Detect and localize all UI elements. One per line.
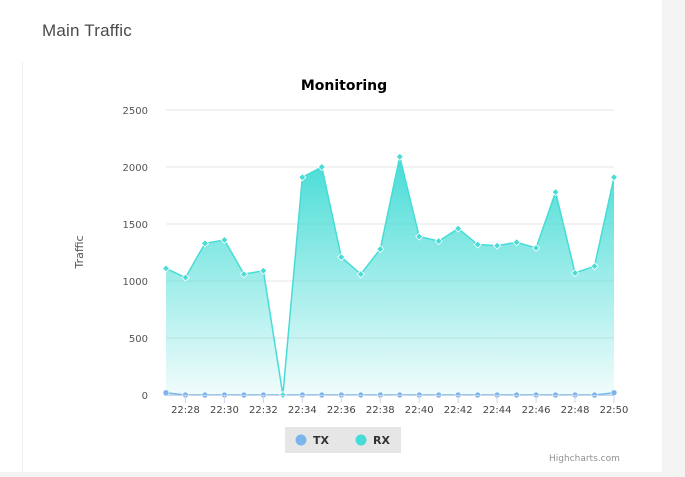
x-tick-label: 22:50: [600, 405, 629, 416]
y-axis-label: Traffic: [73, 235, 86, 269]
series-line-rx[interactable]: [165, 156, 615, 396]
data-point-rx[interactable]: [532, 243, 541, 253]
data-point-rx[interactable]: [161, 264, 171, 273]
data-point-rx[interactable]: [356, 270, 365, 279]
y-tick-label: 0: [142, 391, 148, 402]
legend-symbol: [295, 434, 307, 446]
data-point-tx[interactable]: [610, 389, 618, 397]
data-point-rx[interactable]: [570, 268, 580, 278]
data-point-rx[interactable]: [259, 266, 268, 275]
x-tick-label: 22:32: [249, 405, 278, 416]
series-area-rx[interactable]: [166, 156, 614, 395]
monitoring-chart: Monitoring Traffic 05001000150020002500 …: [73, 78, 628, 453]
x-tick-label: 22:42: [444, 405, 473, 416]
data-point-rx[interactable]: [590, 262, 599, 271]
data-point-rx[interactable]: [298, 173, 307, 182]
x-tick-label: 22:30: [210, 405, 239, 416]
x-tick-label: 22:46: [522, 405, 551, 416]
legend: TX RX: [285, 427, 401, 453]
credits-link[interactable]: Highcharts.com: [549, 454, 620, 464]
data-point-rx[interactable]: [239, 270, 248, 279]
data-point-rx[interactable]: [376, 245, 385, 254]
x-tick-label: 22:40: [405, 405, 434, 416]
data-point-rx[interactable]: [200, 239, 210, 248]
legend-label: RX: [373, 434, 390, 447]
data-point-rx[interactable]: [434, 237, 443, 246]
data-point-rx[interactable]: [512, 238, 521, 247]
data-point-rx[interactable]: [551, 188, 560, 197]
x-tick-label: 22:28: [171, 405, 200, 416]
data-point-rx[interactable]: [609, 173, 619, 182]
data-point-rx[interactable]: [493, 241, 502, 250]
data-point-rx[interactable]: [337, 252, 346, 262]
legend-item-rx[interactable]: RX: [355, 434, 391, 447]
data-point-rx[interactable]: [220, 235, 229, 245]
data-point-rx[interactable]: [473, 240, 482, 249]
legend-symbol: [355, 434, 367, 446]
x-tick-label: 22:34: [288, 405, 317, 416]
y-tick-label: 1500: [123, 220, 148, 231]
y-tick-label: 500: [129, 334, 148, 345]
traffic-panel: Main Traffic Monitoring Traffic 0 500 1000…: [0, 0, 662, 472]
y-axis-ticks: 0 500 1000 1500 2000 2500: [123, 106, 148, 402]
x-tick-label: 22:48: [561, 405, 590, 416]
x-tick-label: 22:36: [327, 405, 356, 416]
x-tick-label: 22:38: [366, 405, 395, 416]
data-point-rx[interactable]: [181, 273, 190, 282]
data-point-tx[interactable]: [162, 389, 170, 397]
x-axis: 22:28 22:30 22:32 22:34 22:36 22:38 22:40 22:42…: [164, 395, 628, 416]
legend-item-tx[interactable]: TX: [295, 434, 330, 447]
chart-title: Monitoring: [301, 78, 387, 94]
data-point-rx[interactable]: [395, 152, 404, 161]
chart-container: Monitoring Traffic 0 500 1000 1500 2000 2500 …: [22, 62, 643, 472]
data-point-rx[interactable]: [317, 162, 326, 172]
series-markers: [161, 152, 619, 400]
data-point-rx[interactable]: [415, 232, 424, 241]
legend-label: TX: [313, 434, 330, 447]
y-tick-label: 1000: [123, 277, 148, 288]
panel-title: Main Traffic: [42, 21, 132, 40]
y-tick-label: 2000: [123, 163, 148, 174]
y-tick-label: 2500: [123, 106, 148, 117]
x-tick-label: 22:44: [483, 405, 512, 416]
data-point-rx[interactable]: [454, 224, 463, 233]
series-areas: [165, 156, 615, 396]
